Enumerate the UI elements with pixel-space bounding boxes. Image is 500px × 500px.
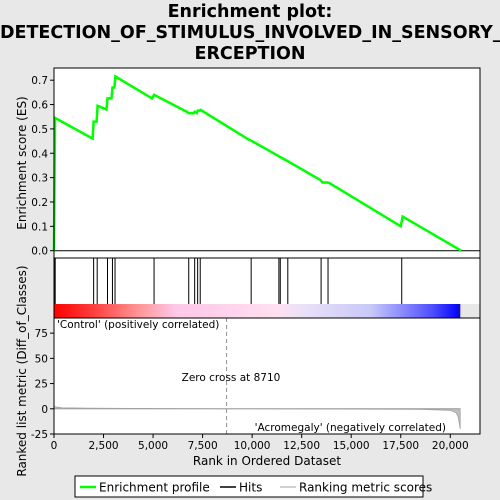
chart-title-line-1: Enrichment plot: (167, 2, 333, 22)
legend-label-ranking: Ranking metric scores (299, 481, 432, 495)
ranking-panel-border (53, 317, 481, 435)
x-tick-label-4: 10,000 (234, 440, 271, 452)
rank-y-tick-label-1: 0 (41, 404, 48, 416)
x-tick-label-3: 7,500 (188, 440, 218, 452)
chart-title-line-3: ERCEPTION (194, 44, 306, 64)
zero-cross-label: Zero cross at 8710 (182, 372, 281, 384)
x-axis-label: Rank in Ordered Dataset (193, 454, 341, 468)
es-y-tick-label-7: 0.7 (31, 75, 48, 87)
es-panel-background (54, 68, 480, 258)
legend-label-enrichment: Enrichment profile (99, 481, 210, 495)
es-y-axis-label: Enrichment score (ES) (15, 96, 29, 229)
ranking-metric-area (53, 404, 461, 430)
rank-y-tick-label-4: 75 (35, 328, 48, 340)
es-y-tick-label-1: 0.1 (31, 221, 48, 233)
rank-y-tick-label-0: -25 (31, 429, 48, 441)
enrichment-profile-line (52, 74, 462, 252)
x-tick-label-0: 0 (51, 440, 58, 452)
es-y-tick-label-3: 0.3 (31, 173, 48, 185)
x-tick-label-5: 12,500 (283, 440, 320, 452)
x-tick-label-1: 2,500 (89, 440, 119, 452)
es-y-tick-label-2: 0.2 (31, 197, 48, 209)
es-y-tick-label-5: 0.5 (31, 124, 48, 136)
es-y-tick-label-4: 0.4 (31, 148, 48, 160)
rank-color-bar (54, 304, 461, 318)
chart-title-line-2: DETECTION_OF_STIMULUS_INVOLVED_IN_SENSOR… (0, 23, 500, 43)
rank-y-tick-label-3: 50 (35, 353, 48, 365)
negative-correlation-label: 'Acromegaly' (negatively correlated) (255, 422, 446, 434)
positive-correlation-label: 'Control' (positively correlated) (57, 319, 219, 331)
x-tick-label-7: 17,500 (382, 440, 419, 452)
hits-panel-background (54, 258, 480, 304)
x-tick-label-2: 5,000 (138, 440, 168, 452)
legend-label-hits: Hits (239, 481, 262, 495)
es-y-tick-label-0: 0.0 (31, 246, 48, 258)
rank-color-bar-end (457, 304, 461, 318)
legend-box (74, 475, 424, 498)
ranking-panel-background (54, 318, 480, 434)
rank-y-tick-label-2: 25 (35, 379, 48, 391)
ranking-y-axis-label: Ranked list metric (Diff_of_Classes) (15, 265, 29, 476)
x-tick-label-8: 20,000 (432, 440, 469, 452)
x-tick-label-6: 15,000 (333, 440, 370, 452)
es-y-tick-label-6: 0.6 (31, 100, 48, 112)
